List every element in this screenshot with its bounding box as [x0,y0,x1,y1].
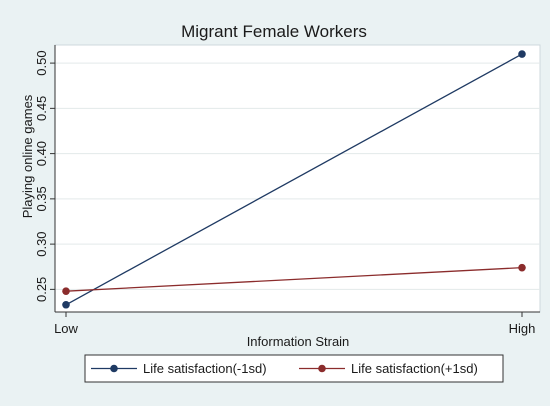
series-layer [62,50,526,309]
y-axis-label: Playing online games [20,94,35,218]
grid-lines [55,62,540,290]
x-axis-label: Information Strain [247,334,350,349]
legend-box [84,354,504,383]
series-line-2 [65,267,523,292]
series-1-point [62,300,70,309]
legend-marker-1 [110,364,118,373]
chart-title: Migrant Female Workers [181,22,367,41]
y-tick-label: 0.45 [34,96,49,121]
y-tick-label: 0.40 [34,141,49,166]
x-tick-label: High [509,321,536,336]
y-tick-label: 0.25 [34,277,49,302]
series-2-point [62,287,70,295]
y-tick-label: 0.35 [34,186,49,211]
x-axis-ticks: Low High [54,312,535,336]
y-tick-label: 0.50 [34,50,49,75]
legend-label-1: Life satisfaction(-1sd) [143,361,267,376]
series-2-point [518,263,526,272]
legend-label-2: Life satisfaction(+1sd) [351,361,478,376]
legend: Life satisfaction(-1sd) Life satisfaction… [84,354,504,383]
y-axis-ticks: 0.25 0.30 0.35 0.40 0.45 0.50 [34,50,55,302]
series-line-1 [65,53,523,306]
x-tick-label: Low [54,321,78,336]
legend-marker-2 [318,364,326,373]
y-tick-label: 0.30 [34,231,49,256]
series-1-point [518,50,526,58]
plot-area [54,44,541,313]
